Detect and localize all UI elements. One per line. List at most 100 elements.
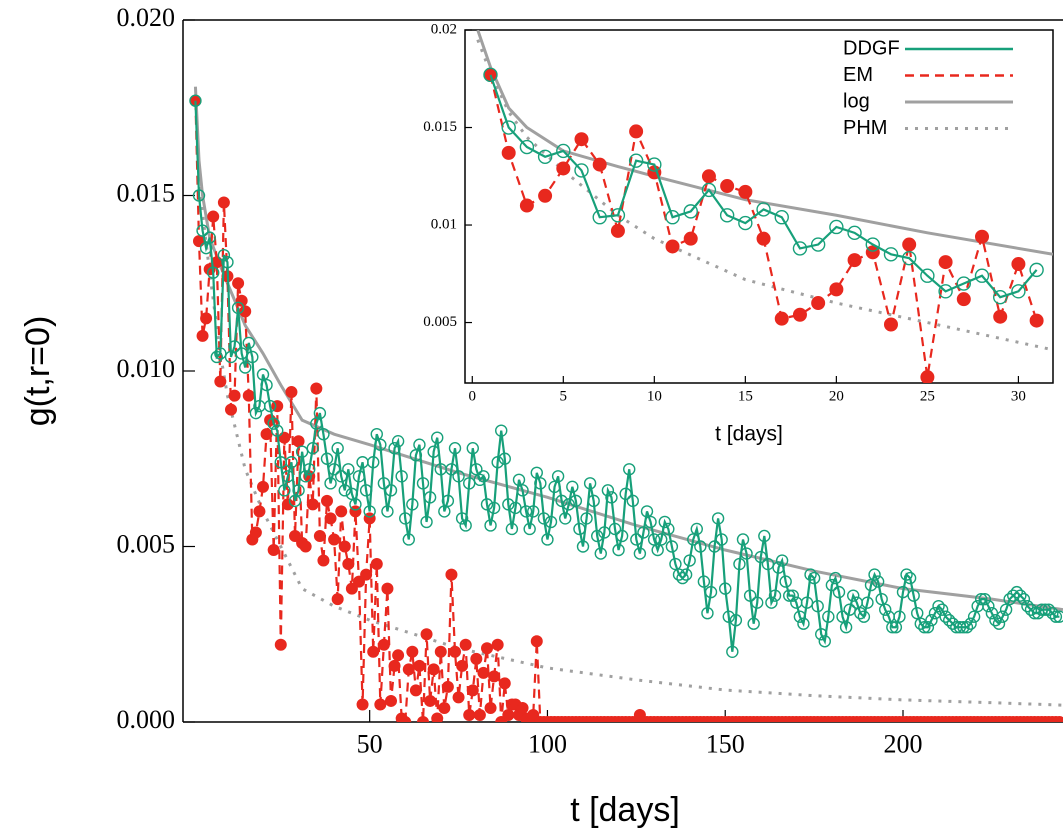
data-point (285, 386, 298, 399)
data-point (559, 512, 572, 525)
data-point (463, 708, 476, 721)
legend-label: log (843, 90, 870, 112)
data-point (239, 305, 252, 318)
data-point (246, 350, 259, 364)
data-point (473, 708, 486, 721)
data-point (914, 617, 927, 630)
data-point (555, 494, 568, 508)
data-point (918, 621, 931, 634)
data-point (424, 694, 437, 707)
data-point (228, 340, 241, 353)
data-point (519, 505, 533, 518)
data-point (217, 196, 230, 209)
y-tick-label: 0.015 (117, 178, 176, 207)
data-point (928, 606, 942, 620)
data-point (1029, 262, 1044, 278)
data-point (239, 361, 252, 374)
data-point (591, 529, 604, 543)
data-point (772, 561, 785, 574)
data-point (342, 463, 355, 476)
data-point (818, 635, 831, 648)
series-line (193, 97, 1063, 707)
data-point (285, 456, 298, 469)
y-tick-label: 0.02 (431, 21, 457, 37)
data-point (556, 143, 571, 159)
data-point (957, 621, 970, 634)
data-point (445, 463, 458, 476)
data-point (562, 498, 575, 511)
data-point (374, 698, 387, 711)
data-point (946, 617, 959, 630)
data-point (1014, 589, 1027, 602)
data-point (722, 610, 735, 623)
data-point (797, 617, 810, 630)
data-point (810, 237, 826, 252)
data-point (1035, 603, 1048, 616)
data-point (683, 231, 698, 246)
data-point (629, 124, 644, 139)
data-point (658, 515, 671, 529)
data-point (665, 239, 680, 254)
data-point (920, 370, 935, 383)
data-point (804, 568, 817, 581)
data-point (377, 477, 391, 490)
data-point (335, 470, 348, 483)
data-point (445, 568, 458, 581)
data-point (534, 477, 547, 490)
x-tick-label: 10 (647, 389, 662, 405)
data-point (786, 589, 799, 602)
data-point (793, 610, 807, 623)
data-point (726, 645, 739, 658)
data-point (974, 268, 990, 283)
data-point (470, 652, 483, 665)
data-point (893, 610, 906, 623)
data-point (811, 599, 824, 613)
data-point (740, 547, 753, 560)
data-point (477, 666, 490, 679)
legend-label: DDGF (843, 37, 900, 59)
data-point (1021, 599, 1034, 613)
data-point (630, 533, 643, 546)
data-point (505, 522, 519, 536)
data-point (761, 557, 775, 571)
data-point (420, 628, 433, 641)
data-point (463, 477, 476, 490)
data-point (729, 614, 743, 627)
data-point (1046, 606, 1059, 620)
x-tick-label: 5 (560, 389, 568, 405)
data-point (574, 163, 589, 178)
data-point (313, 406, 327, 420)
data-point (1011, 257, 1026, 272)
plot-area (189, 86, 1063, 722)
data-point (207, 266, 220, 279)
data-point (743, 589, 757, 602)
data-point (903, 571, 917, 585)
data-point (477, 470, 490, 483)
data-point (672, 568, 686, 581)
data-point (519, 139, 535, 155)
data-point (719, 208, 735, 223)
y-tick-label: 0.020 (117, 3, 176, 32)
inset-background (464, 29, 1054, 384)
data-point (327, 463, 341, 476)
data-point (299, 470, 312, 483)
data-point (733, 557, 746, 571)
data-point (352, 470, 366, 483)
data-point (207, 210, 220, 223)
data-point (825, 578, 839, 592)
data-point (409, 684, 422, 697)
data-point (715, 533, 728, 546)
data-point (610, 223, 625, 238)
data-point (516, 701, 529, 714)
data-point (598, 526, 611, 539)
legend-label: PHM (843, 117, 887, 139)
data-point (281, 498, 294, 511)
data-point (537, 512, 551, 525)
data-point (257, 480, 269, 493)
data-point (381, 505, 394, 518)
data-point (594, 547, 607, 560)
data-point (452, 470, 465, 483)
data-point (196, 329, 209, 342)
data-point (865, 237, 880, 252)
data-point (189, 94, 202, 107)
